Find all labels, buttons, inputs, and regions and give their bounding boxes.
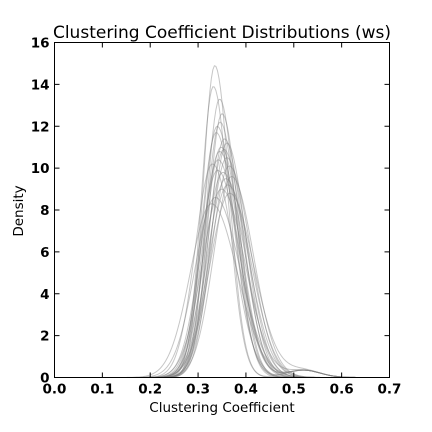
density-curve [55, 204, 390, 378]
plot-frame [55, 43, 390, 378]
y-tick-label: 0 [40, 371, 49, 387]
x-tick-label: 0.4 [234, 382, 258, 398]
x-axis-label: Clustering Coefficient [149, 400, 294, 416]
y-axis-label: Density [11, 185, 27, 236]
density-curve [55, 166, 390, 377]
x-tick-label: 0.6 [330, 382, 354, 398]
chart-title: Clustering Coefficient Distributions (ws… [53, 23, 391, 43]
x-tick-label: 0.1 [90, 382, 114, 398]
y-tick-label: 8 [40, 203, 49, 219]
y-tick-label: 12 [31, 119, 50, 135]
density-curve [55, 179, 390, 378]
x-tick-label: 0.7 [378, 382, 402, 398]
y-tick-label: 4 [40, 287, 49, 303]
y-tick-label: 16 [31, 36, 50, 52]
density-curve [55, 143, 390, 377]
y-tick-label: 6 [40, 245, 49, 261]
x-axis: 0.0 0.1 0.2 0.3 0.4 0.5 0.6 0.7 [43, 43, 402, 398]
density-curve [55, 185, 390, 378]
y-tick-label: 2 [40, 329, 49, 345]
density-curve [55, 164, 390, 378]
x-tick-label: 0.3 [186, 382, 210, 398]
x-tick-label: 0.5 [282, 382, 306, 398]
density-curve [55, 197, 390, 377]
density-curve [55, 193, 390, 377]
y-tick-label: 10 [31, 161, 50, 177]
density-curve [55, 87, 390, 378]
density-curve [55, 158, 390, 378]
x-tick-label: 0.2 [138, 382, 162, 398]
series-group [55, 66, 390, 378]
density-curve [55, 122, 390, 377]
y-tick-label: 14 [31, 77, 50, 93]
density-curve [55, 66, 390, 378]
density-curve [55, 133, 390, 378]
